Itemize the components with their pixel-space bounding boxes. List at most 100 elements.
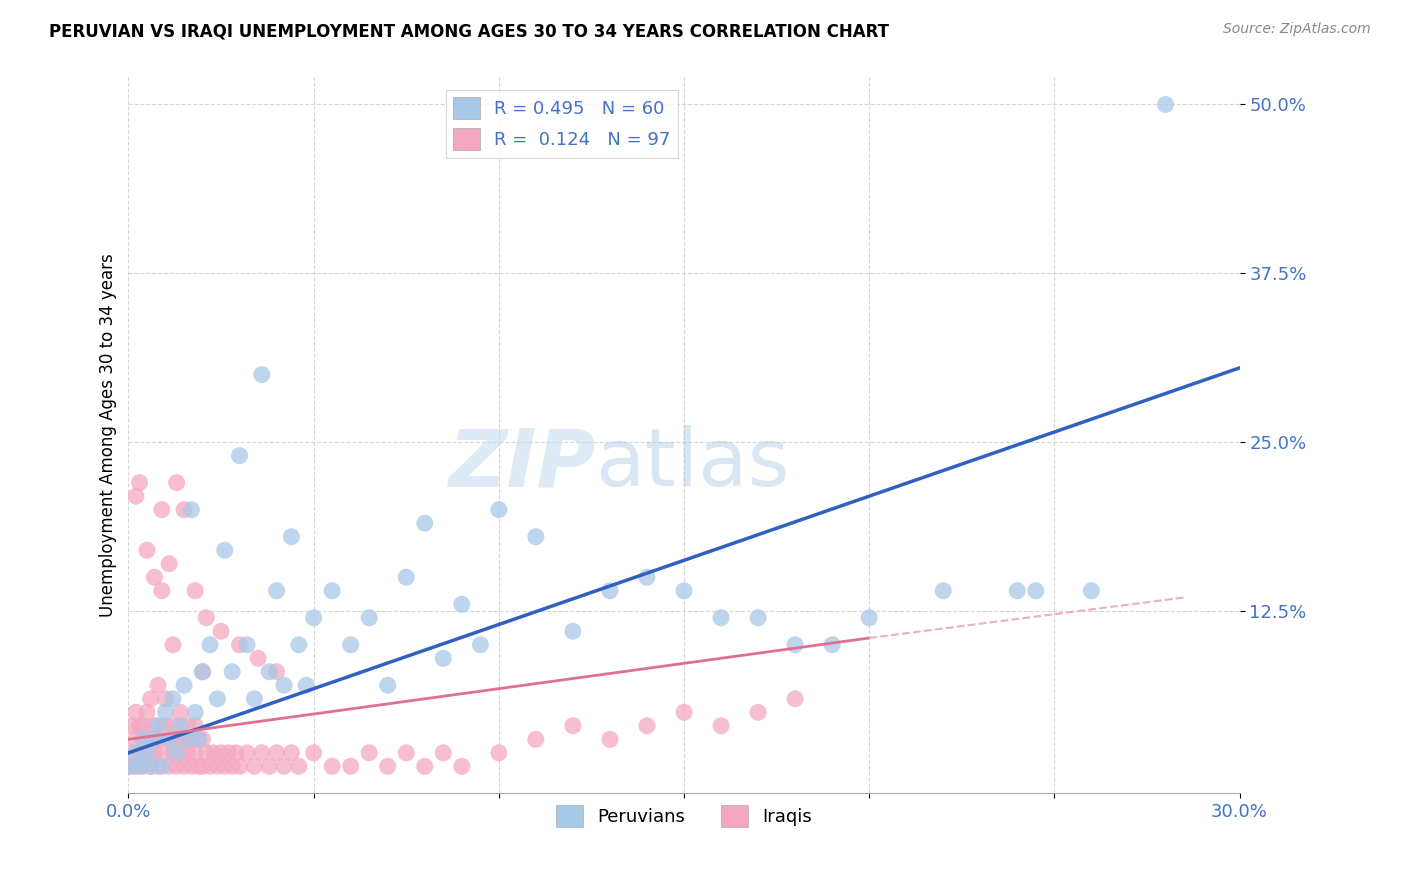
Point xyxy=(561,624,583,639)
Point xyxy=(125,746,148,760)
Point xyxy=(209,746,232,760)
Point xyxy=(162,691,184,706)
Point xyxy=(524,530,547,544)
Point xyxy=(359,746,381,760)
Point xyxy=(395,570,418,584)
Point xyxy=(132,732,155,747)
Point xyxy=(221,665,243,679)
Point xyxy=(672,583,695,598)
Point xyxy=(177,732,200,747)
Point xyxy=(195,746,218,760)
Point xyxy=(1007,583,1029,598)
Point xyxy=(173,732,195,747)
Point xyxy=(150,502,173,516)
Point xyxy=(932,583,955,598)
Point xyxy=(221,759,243,773)
Point xyxy=(191,732,214,747)
Point xyxy=(710,719,733,733)
Text: ZIP: ZIP xyxy=(447,425,595,503)
Point xyxy=(785,691,807,706)
Point xyxy=(524,732,547,747)
Point xyxy=(136,746,159,760)
Point xyxy=(250,746,273,760)
Point xyxy=(636,570,658,584)
Point xyxy=(169,706,191,720)
Point xyxy=(128,475,150,490)
Point xyxy=(821,638,844,652)
Point xyxy=(236,746,259,760)
Point xyxy=(184,719,207,733)
Point xyxy=(599,732,621,747)
Point xyxy=(173,678,195,692)
Point xyxy=(139,691,162,706)
Point xyxy=(1080,583,1102,598)
Point xyxy=(173,502,195,516)
Point xyxy=(228,759,250,773)
Point xyxy=(187,732,209,747)
Point xyxy=(155,719,177,733)
Point xyxy=(236,638,259,652)
Legend: Peruvians, Iraqis: Peruvians, Iraqis xyxy=(548,798,820,834)
Point xyxy=(195,611,218,625)
Point xyxy=(672,706,695,720)
Point xyxy=(143,719,166,733)
Point xyxy=(125,706,148,720)
Point xyxy=(157,732,180,747)
Point xyxy=(377,759,399,773)
Point xyxy=(184,583,207,598)
Point xyxy=(121,746,143,760)
Point xyxy=(413,759,436,773)
Point xyxy=(143,732,166,747)
Point xyxy=(339,638,361,652)
Point xyxy=(243,691,266,706)
Y-axis label: Unemployment Among Ages 30 to 34 years: Unemployment Among Ages 30 to 34 years xyxy=(100,253,117,617)
Text: atlas: atlas xyxy=(595,425,790,503)
Point xyxy=(121,759,143,773)
Point xyxy=(339,759,361,773)
Point xyxy=(243,759,266,773)
Point xyxy=(128,719,150,733)
Point xyxy=(413,516,436,531)
Point xyxy=(150,583,173,598)
Point xyxy=(280,530,302,544)
Point xyxy=(214,759,236,773)
Point xyxy=(302,746,325,760)
Point xyxy=(180,732,202,747)
Point xyxy=(250,368,273,382)
Point xyxy=(162,746,184,760)
Point xyxy=(295,678,318,692)
Point xyxy=(169,746,191,760)
Point xyxy=(198,759,221,773)
Point xyxy=(166,475,188,490)
Point xyxy=(157,557,180,571)
Point xyxy=(470,638,492,652)
Text: PERUVIAN VS IRAQI UNEMPLOYMENT AMONG AGES 30 TO 34 YEARS CORRELATION CHART: PERUVIAN VS IRAQI UNEMPLOYMENT AMONG AGE… xyxy=(49,22,889,40)
Point xyxy=(132,759,155,773)
Point xyxy=(321,759,343,773)
Point xyxy=(450,759,472,773)
Point xyxy=(173,759,195,773)
Point xyxy=(143,746,166,760)
Point xyxy=(488,502,510,516)
Point xyxy=(125,732,148,747)
Point xyxy=(207,691,229,706)
Point xyxy=(302,611,325,625)
Point xyxy=(247,651,270,665)
Point xyxy=(488,746,510,760)
Point xyxy=(432,651,454,665)
Point xyxy=(198,638,221,652)
Point xyxy=(636,719,658,733)
Point xyxy=(146,759,169,773)
Point xyxy=(599,583,621,598)
Point xyxy=(150,746,173,760)
Point xyxy=(288,638,311,652)
Point xyxy=(166,732,188,747)
Point xyxy=(180,502,202,516)
Point xyxy=(266,583,288,598)
Point xyxy=(136,746,159,760)
Point xyxy=(184,746,207,760)
Point xyxy=(125,759,148,773)
Point xyxy=(225,746,247,760)
Point xyxy=(166,746,188,760)
Point xyxy=(228,638,250,652)
